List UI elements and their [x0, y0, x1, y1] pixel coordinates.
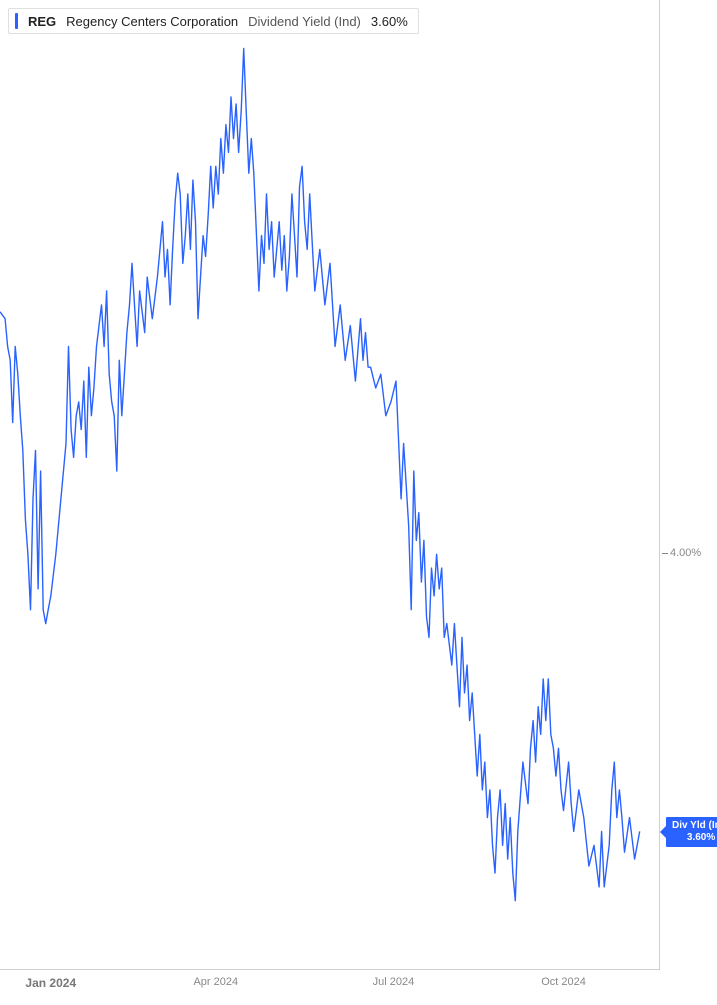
legend-company-name: Regency Centers Corporation [66, 14, 238, 29]
current-value-label: Div Yld (Ind) [672, 820, 717, 832]
chart-container: REG Regency Centers Corporation Dividend… [0, 0, 717, 1005]
plot-area[interactable] [0, 0, 660, 970]
chart-legend[interactable]: REG Regency Centers Corporation Dividend… [8, 8, 419, 34]
x-axis-tick: Oct 2024 [541, 976, 586, 988]
x-axis-tick: Jan 2024 [25, 976, 76, 990]
legend-metric-value: 3.60% [371, 14, 408, 29]
current-value-tag: Div Yld (Ind) 3.60% [666, 817, 717, 847]
x-axis-tick: Apr 2024 [193, 976, 238, 988]
line-series [0, 0, 660, 970]
x-axis-tick: Jul 2024 [373, 976, 415, 988]
current-value-number: 3.60% [672, 832, 717, 844]
legend-ticker: REG [28, 14, 56, 29]
legend-metric-name: Dividend Yield (Ind) [248, 14, 361, 29]
x-axis: Jan 2024 Apr 2024 Jul 2024 Oct 2024 [0, 970, 660, 1005]
y-axis-tick: 4.00% [670, 547, 701, 559]
series-color-indicator [15, 13, 18, 29]
